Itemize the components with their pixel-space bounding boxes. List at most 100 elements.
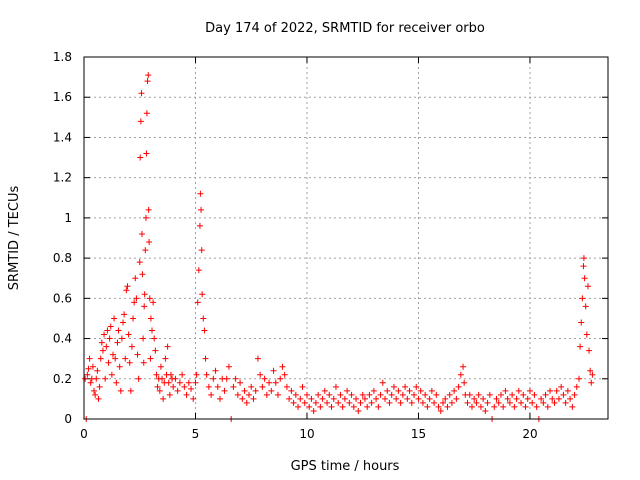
data-point: [386, 399, 393, 406]
data-point: [112, 355, 119, 362]
data-point: [160, 395, 167, 402]
data-point: [132, 275, 139, 282]
data-point: [578, 319, 585, 326]
data-point: [87, 379, 94, 386]
data-point: [183, 391, 190, 398]
data-point: [201, 327, 208, 334]
data-point: [531, 391, 538, 398]
data-point: [544, 403, 551, 410]
data-point: [446, 391, 453, 398]
data-point: [125, 331, 132, 338]
data-point: [538, 395, 545, 402]
data-point: [408, 399, 415, 406]
data-point: [97, 355, 104, 362]
y-tick-label: 0.4: [53, 332, 72, 346]
data-point: [404, 395, 411, 402]
data-point: [105, 359, 112, 366]
data-point: [95, 395, 102, 402]
data-point: [131, 299, 138, 306]
data-point: [107, 323, 114, 330]
data-point: [86, 355, 93, 362]
data-point: [172, 375, 179, 382]
data-point: [106, 335, 113, 342]
data-point: [250, 395, 257, 402]
y-tick-label: 1.6: [53, 90, 72, 104]
data-point: [533, 403, 540, 410]
data-point: [89, 363, 96, 370]
data-point: [359, 391, 366, 398]
data-point: [453, 395, 460, 402]
y-tick-label: 1.8: [53, 50, 72, 64]
data-point: [417, 387, 424, 394]
data-point: [144, 78, 151, 85]
data-point: [522, 403, 529, 410]
data-point: [197, 190, 204, 197]
x-tick-label: 10: [299, 427, 314, 441]
data-point: [461, 379, 468, 386]
data-point: [181, 383, 188, 390]
data-point: [145, 206, 152, 213]
data-point: [200, 315, 207, 322]
data-point: [388, 391, 395, 398]
data-point: [198, 247, 205, 254]
data-point: [176, 379, 183, 386]
data-point: [101, 331, 108, 338]
data-point: [547, 387, 554, 394]
x-tick-label: 15: [411, 427, 426, 441]
data-point: [188, 385, 195, 392]
y-tick-label: 0.2: [53, 372, 72, 386]
data-point: [551, 399, 558, 406]
data-point: [146, 239, 153, 246]
data-point: [154, 383, 161, 390]
data-point: [143, 110, 150, 117]
data-point: [571, 391, 578, 398]
data-point: [198, 206, 205, 213]
y-tick-label: 1.2: [53, 171, 72, 185]
data-point: [350, 403, 357, 410]
data-point: [102, 375, 109, 382]
data-point: [261, 375, 268, 382]
data-point: [162, 355, 169, 362]
data-point: [120, 319, 127, 326]
data-point: [170, 383, 177, 390]
data-point: [133, 295, 140, 302]
data-point: [91, 387, 98, 394]
data-point: [202, 355, 209, 362]
data-point: [94, 367, 101, 374]
data-point: [141, 303, 148, 310]
data-point: [506, 399, 513, 406]
data-point: [439, 399, 446, 406]
y-tick-label: 0.6: [53, 291, 72, 305]
data-point: [286, 395, 293, 402]
data-point: [580, 263, 587, 270]
data-point: [312, 399, 319, 406]
data-point: [353, 395, 360, 402]
data-point: [397, 399, 404, 406]
data-point: [288, 387, 295, 394]
data-point: [511, 403, 518, 410]
data-point: [248, 383, 255, 390]
data-point: [270, 367, 277, 374]
data-point: [103, 343, 110, 350]
data-point: [579, 295, 586, 302]
data-point: [471, 395, 478, 402]
data-point: [317, 403, 324, 410]
data-point: [230, 383, 237, 390]
data-point: [586, 347, 593, 354]
data-point: [422, 391, 429, 398]
data-point: [573, 383, 580, 390]
data-point: [337, 391, 344, 398]
data-point: [159, 375, 166, 382]
data-point: [140, 359, 147, 366]
data-point: [308, 395, 315, 402]
data-point: [475, 391, 482, 398]
data-point: [290, 399, 297, 406]
data-point: [199, 291, 206, 298]
data-point: [549, 395, 556, 402]
data-point: [513, 395, 520, 402]
data-point: [310, 407, 317, 414]
data-point: [583, 331, 590, 338]
data-point: [156, 387, 163, 394]
data-point: [164, 343, 171, 350]
